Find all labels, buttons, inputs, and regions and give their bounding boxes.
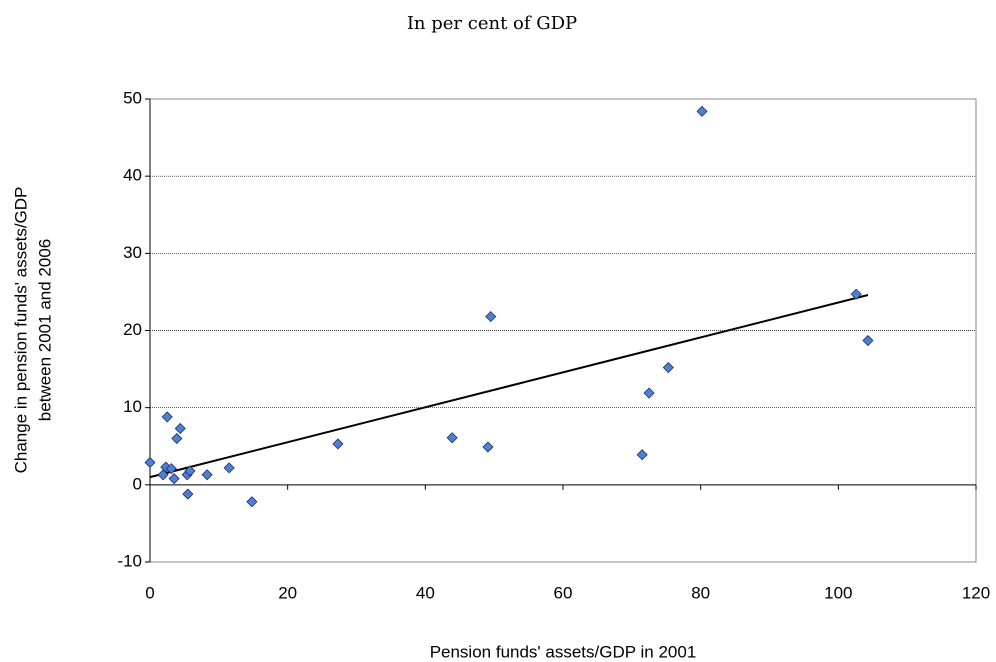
x-axis-label: Pension funds' assets/GDP in 2001 — [430, 642, 697, 661]
y-tick-label: 50 — [123, 88, 142, 107]
point — [636, 449, 648, 461]
point — [246, 496, 258, 508]
point — [174, 422, 186, 435]
point — [482, 441, 494, 453]
y-tick-label: 10 — [123, 397, 142, 416]
point — [662, 361, 674, 374]
point — [161, 411, 173, 423]
point — [184, 465, 196, 477]
y-tick-label: 20 — [123, 320, 142, 339]
x-tick-label: 40 — [416, 583, 435, 602]
point — [332, 438, 344, 450]
point — [171, 432, 183, 445]
x-tick-label: 60 — [554, 583, 573, 602]
point — [485, 311, 497, 323]
x-tick-label: 0 — [145, 583, 154, 602]
x-tick-label: 120 — [962, 583, 990, 602]
point — [144, 456, 156, 469]
y-tick-label: 40 — [123, 166, 142, 185]
y-tick-label: 0 — [133, 474, 142, 493]
point — [182, 488, 194, 500]
x-tick-label: 20 — [278, 583, 297, 602]
x-tick-label: 80 — [691, 583, 710, 602]
y-tick-label: 30 — [123, 243, 142, 262]
point — [643, 387, 655, 399]
point — [696, 105, 708, 117]
point — [165, 463, 177, 475]
point — [223, 462, 235, 474]
point — [862, 334, 874, 347]
point — [850, 288, 862, 300]
trend-line — [149, 294, 869, 479]
y-tick-label: -10 — [117, 551, 142, 570]
point — [201, 469, 213, 481]
y-axis-label: between 2001 and 2006 — [35, 239, 54, 421]
y-axis-label: Change in pension funds' assets/GDP — [11, 187, 30, 474]
chart-title: In per cent of GDP — [407, 13, 577, 34]
point — [446, 432, 458, 444]
point — [168, 473, 180, 485]
x-tick-label: 100 — [824, 583, 852, 602]
